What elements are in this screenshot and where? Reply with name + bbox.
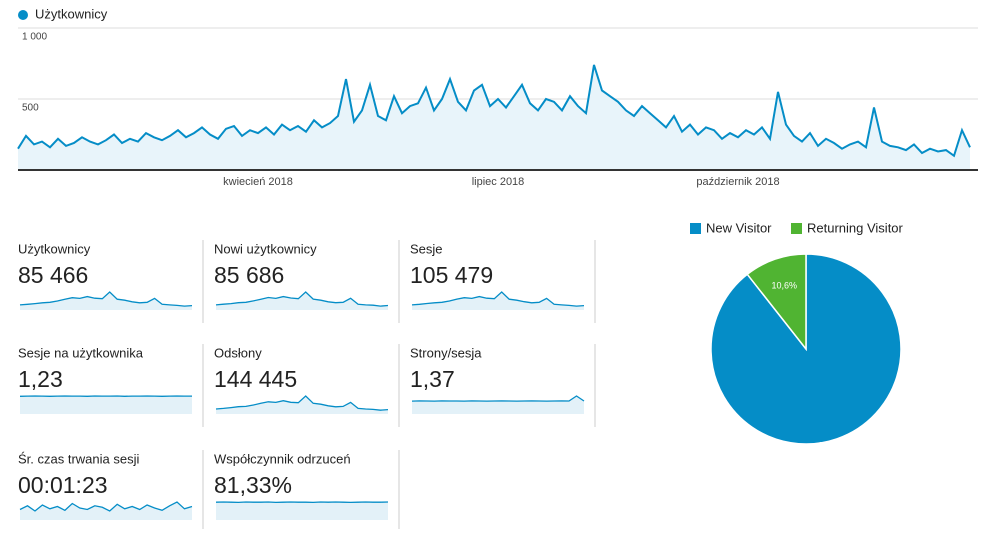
legend-dot <box>18 10 28 20</box>
metric-value: 85 466 <box>18 262 88 288</box>
sparkline-area <box>20 396 192 414</box>
sparkline-area <box>216 502 388 520</box>
metric-value: 144 445 <box>214 366 297 392</box>
metric-label: Śr. czas trwania sesji <box>18 451 139 466</box>
metric-label: Odsłony <box>214 345 262 360</box>
sparkline-area <box>412 396 584 414</box>
y-tick-label: 1 000 <box>22 32 47 43</box>
metric-label: Użytkownicy <box>18 241 91 256</box>
legend-swatch <box>690 223 701 234</box>
sparkline-area <box>20 502 192 520</box>
metric-value: 1,37 <box>410 366 455 392</box>
metric-label: Sesje na użytkownika <box>18 345 144 360</box>
x-tick-label: październik 2018 <box>696 176 779 188</box>
metric-value: 81,33% <box>214 472 292 498</box>
legend-label: Użytkownicy <box>35 6 108 21</box>
metric-label: Nowi użytkownicy <box>214 241 317 256</box>
metric-label: Współczynnik odrzuceń <box>214 451 351 466</box>
legend-swatch <box>791 223 802 234</box>
slice-label: 89,4% <box>819 441 845 451</box>
x-tick-label: lipiec 2018 <box>472 176 525 188</box>
metric-label: Strony/sesja <box>410 345 482 360</box>
legend-label: New Visitor <box>706 220 772 235</box>
metric-value: 85 686 <box>214 262 284 288</box>
metric-value: 1,23 <box>18 366 63 392</box>
area <box>18 65 970 170</box>
legend-label: Returning Visitor <box>807 220 904 235</box>
y-tick-label: 500 <box>22 103 39 114</box>
metric-label: Sesje <box>410 241 443 256</box>
metric-value: 00:01:23 <box>18 472 108 498</box>
sparkline <box>412 396 584 401</box>
slice-label: 10,6% <box>771 281 797 291</box>
x-tick-label: kwiecień 2018 <box>223 176 293 188</box>
metric-value: 105 479 <box>410 262 493 288</box>
